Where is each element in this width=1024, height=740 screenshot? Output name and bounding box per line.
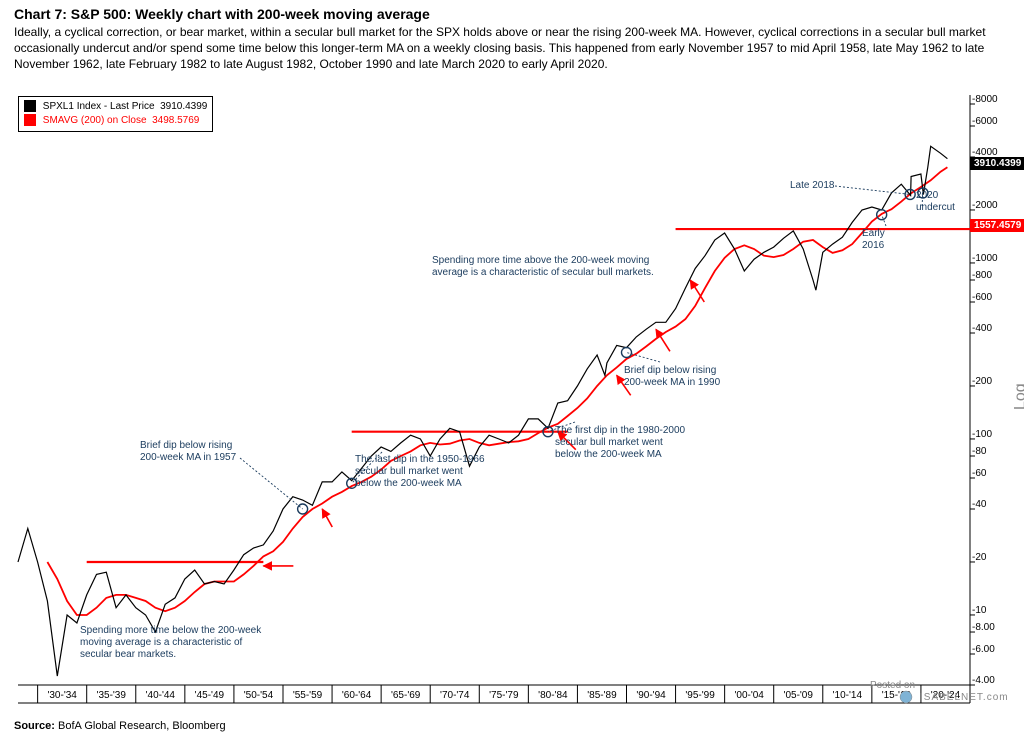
svg-text:'80-'84: '80-'84: [538, 690, 568, 701]
annotation-1957: Brief dip below rising200-week MA in 195…: [140, 440, 236, 464]
svg-text:-10: -10: [972, 605, 987, 616]
price-tag: 3910.4399: [970, 157, 1024, 170]
svg-text:'10-'14: '10-'14: [833, 690, 863, 701]
svg-text:-6.00: -6.00: [972, 644, 995, 655]
svg-text:-100: -100: [972, 429, 992, 440]
svg-text:-400: -400: [972, 323, 992, 334]
svg-text:-2000: -2000: [972, 200, 998, 211]
svg-text:-4.00: -4.00: [972, 675, 995, 686]
svg-text:'75-'79: '75-'79: [489, 690, 519, 701]
svg-text:'70-'74: '70-'74: [440, 690, 470, 701]
svg-text:-8000: -8000: [972, 94, 998, 105]
svg-text:-60: -60: [972, 468, 987, 479]
svg-text:'95-'99: '95-'99: [685, 690, 715, 701]
svg-text:'30-'34: '30-'34: [47, 690, 77, 701]
level-tag: 1557.4579: [970, 219, 1024, 232]
annotation-2018: Late 2018: [790, 180, 835, 192]
svg-text:-600: -600: [972, 292, 992, 303]
watermark: ISABELNET.com: [920, 692, 1009, 703]
annotation-bear: Spending more time below the 200-weekmov…: [80, 625, 261, 661]
svg-text:'85-'89: '85-'89: [587, 690, 617, 701]
svg-text:'35-'39: '35-'39: [97, 690, 127, 701]
posted-on: Posted on: [870, 680, 915, 691]
annotation-1990: Brief dip below rising200-week MA in 199…: [624, 365, 720, 389]
svg-text:-80: -80: [972, 446, 987, 457]
source-value: BofA Global Research, Bloomberg: [58, 720, 226, 732]
svg-text:'00-'04: '00-'04: [734, 690, 764, 701]
annotation-1982: The first dip in the 1980-2000secular bu…: [555, 425, 685, 461]
svg-text:'60-'64: '60-'64: [342, 690, 372, 701]
y-axis-label: Log: [1012, 383, 1024, 410]
source-label: Source:: [14, 720, 55, 732]
svg-text:'90-'94: '90-'94: [636, 690, 666, 701]
annotation-2020: 2020undercut: [916, 190, 955, 214]
svg-text:'05-'09: '05-'09: [784, 690, 814, 701]
svg-text:-40: -40: [972, 499, 987, 510]
svg-text:'45-'49: '45-'49: [195, 690, 225, 701]
annotation-bull: Spending more time above the 200-week mo…: [432, 255, 654, 279]
svg-text:-1000: -1000: [972, 253, 998, 264]
svg-text:-6000: -6000: [972, 116, 998, 127]
svg-text:'55-'59: '55-'59: [293, 690, 323, 701]
svg-text:'50-'54: '50-'54: [244, 690, 274, 701]
source-line: Source: BofA Global Research, Bloomberg: [14, 720, 226, 732]
svg-text:'40-'44: '40-'44: [146, 690, 176, 701]
svg-text:-8.00: -8.00: [972, 622, 995, 633]
annotation-2016: Early2016: [862, 228, 885, 252]
annotation-1962: The last dip in the 1950-1966secular bul…: [355, 454, 485, 490]
svg-text:-200: -200: [972, 376, 992, 387]
svg-text:-800: -800: [972, 270, 992, 281]
svg-text:'65-'69: '65-'69: [391, 690, 421, 701]
svg-text:-20: -20: [972, 552, 987, 563]
